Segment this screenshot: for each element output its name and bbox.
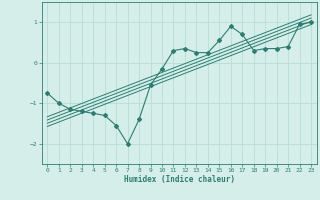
X-axis label: Humidex (Indice chaleur): Humidex (Indice chaleur): [124, 175, 235, 184]
